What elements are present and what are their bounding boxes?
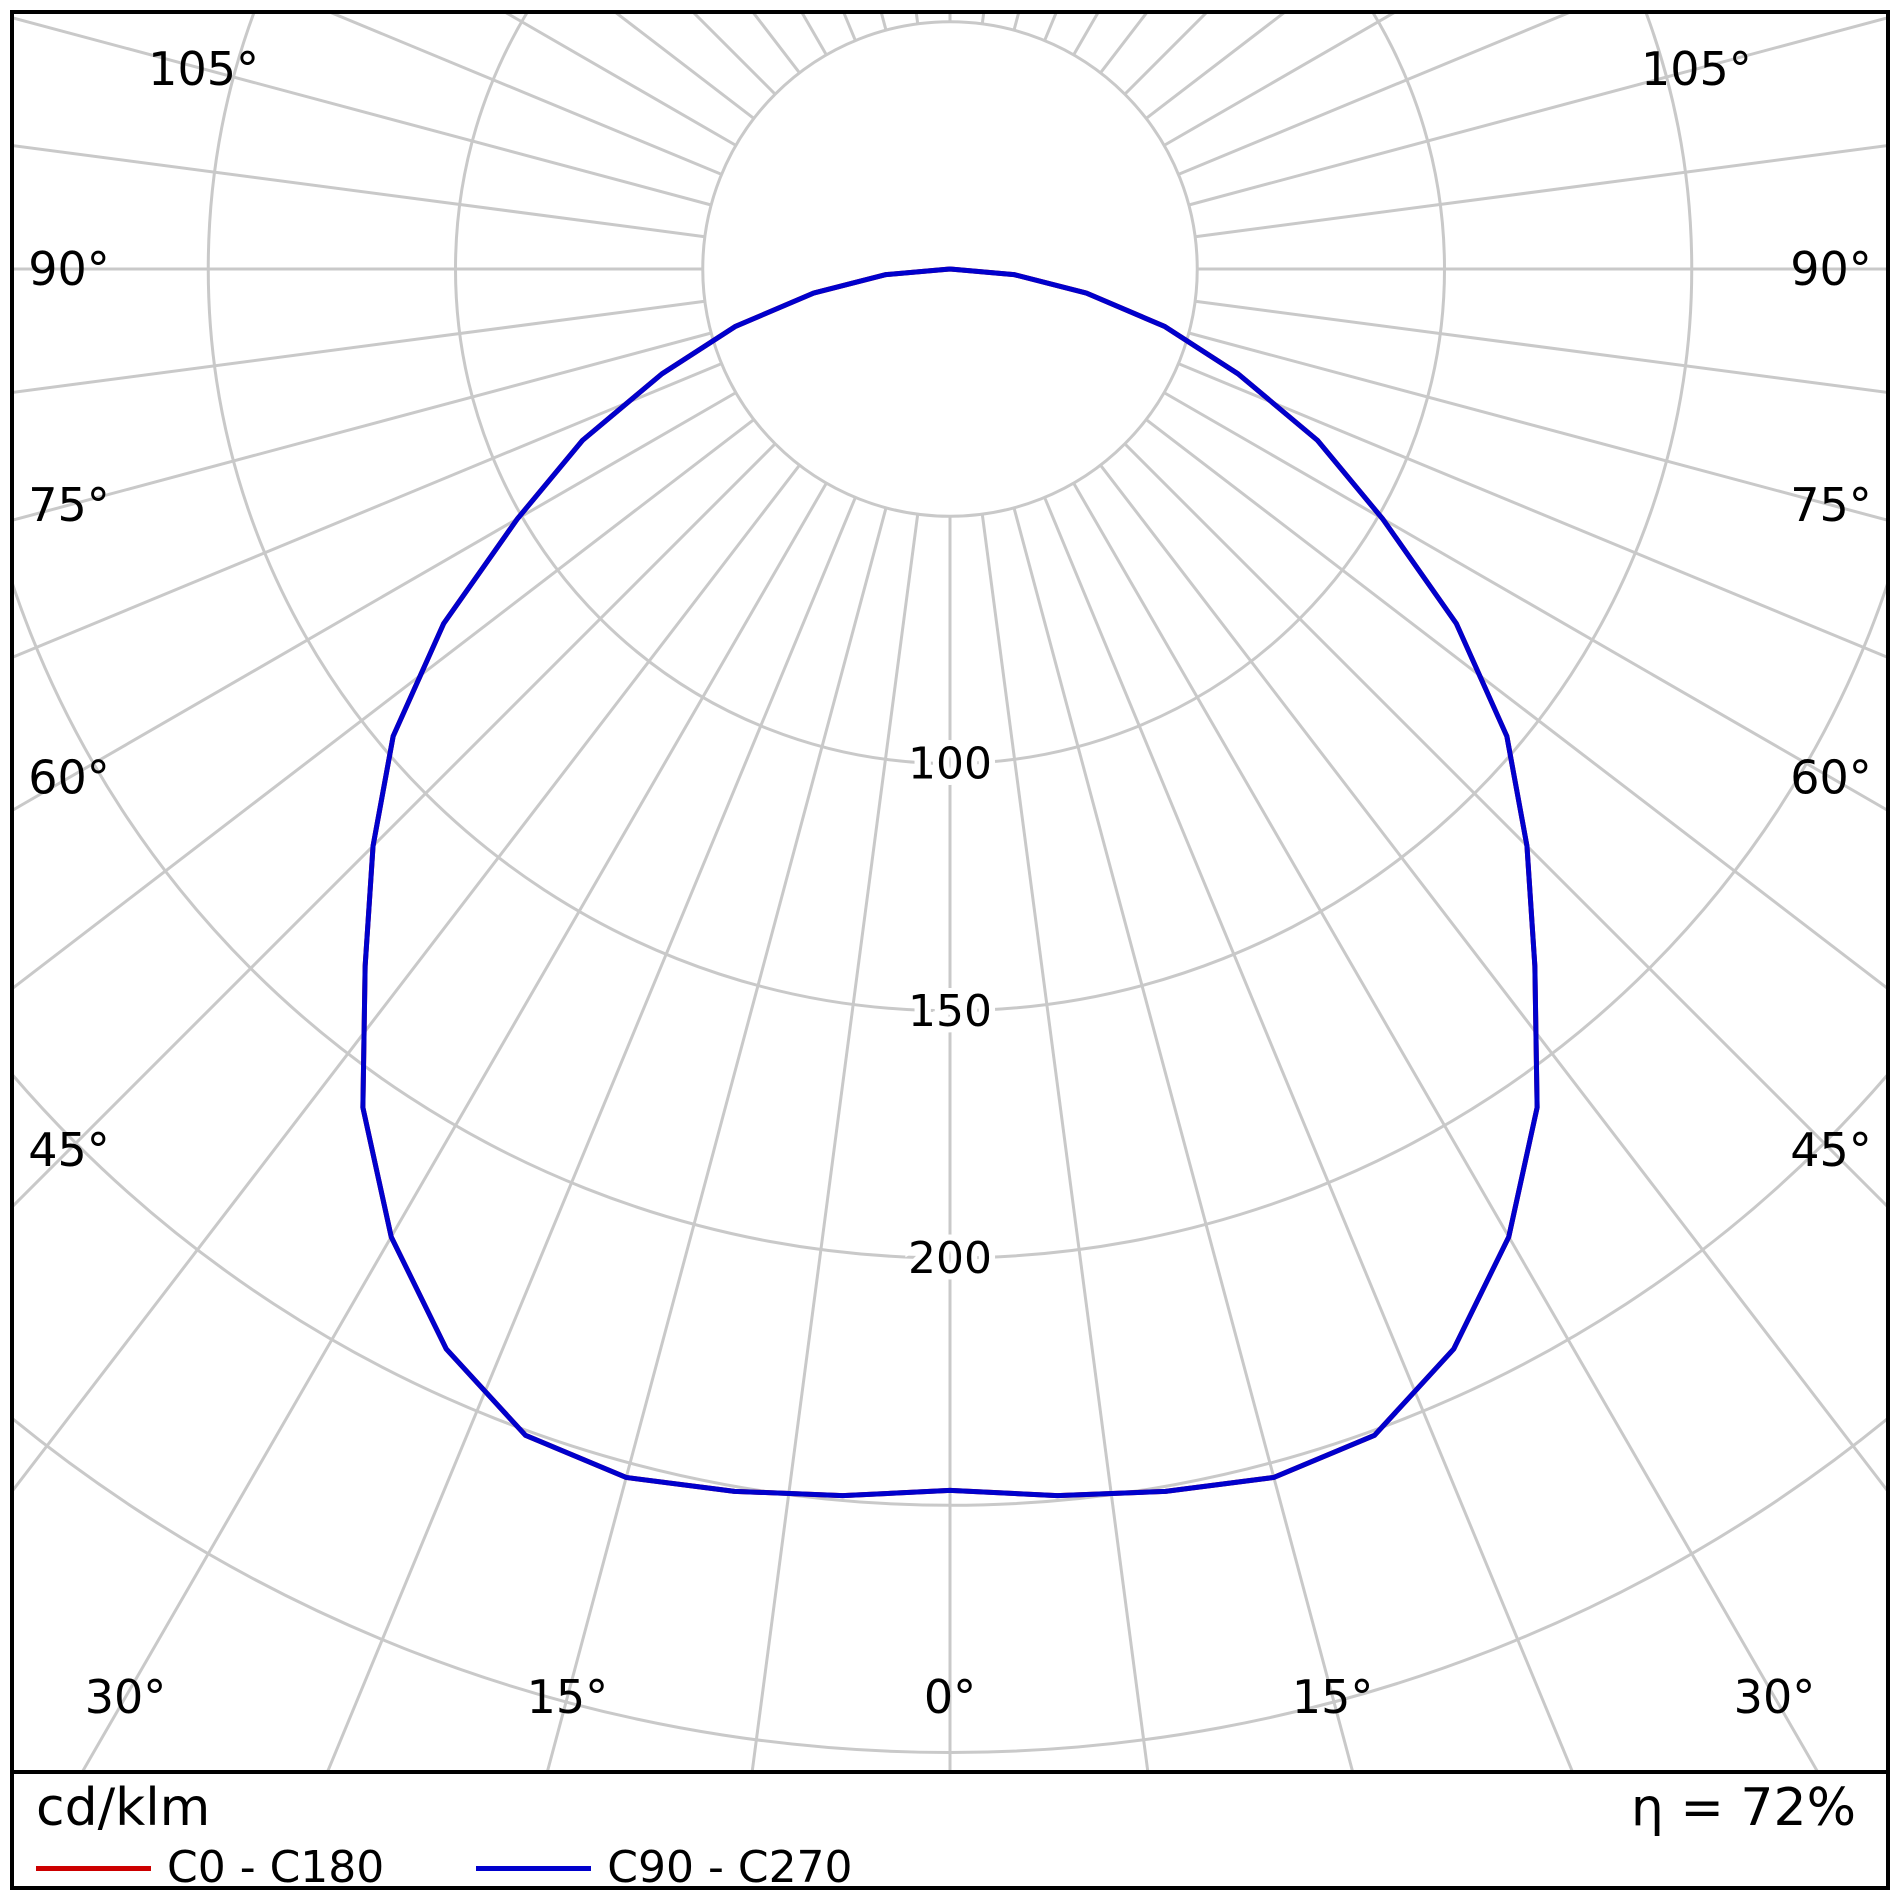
grid-ray (612, 12, 755, 120)
angle-label-75-right: 75° (1790, 478, 1872, 532)
legend-item-c0-c180: C0 - C180 (36, 1846, 384, 1890)
grid-ray (1194, 299, 1888, 395)
r-axis-label-100: 100 (908, 739, 992, 790)
grid-ray (12, 362, 723, 660)
chart-frame (10, 10, 1890, 1890)
grid-ray (1012, 12, 1021, 31)
grid-ray (1043, 496, 1575, 1772)
angle-label-105-left: 105° (148, 42, 259, 96)
legend-label-c0-c180: C0 - C180 (167, 1842, 385, 1893)
r-axis-label-150: 150 (908, 986, 992, 1037)
efficiency-label: η = 72% (1630, 1778, 1856, 1838)
intensity-curve-c90-c270 (360, 266, 1540, 1499)
grid-ray (1099, 464, 1888, 1494)
angle-label-15-right: 15° (1292, 1670, 1374, 1724)
grid-ray (980, 513, 1150, 1772)
unit-label: cd/klm (36, 1778, 211, 1838)
grid-ray (325, 496, 857, 1772)
grid-ray (12, 143, 706, 239)
legend-line-c0-c180 (36, 1865, 151, 1871)
grid-ray (1123, 442, 1888, 1210)
grid-ray (12, 331, 712, 522)
grid-ray (12, 16, 712, 207)
angle-label-45-left: 45° (28, 1123, 110, 1177)
grid-ray (1072, 482, 1820, 1772)
grid-ray (750, 513, 920, 1772)
angle-label-105-right: 105° (1641, 42, 1752, 96)
r-axis-label-200: 200 (908, 1233, 992, 1284)
legend-label-c90-c270: C90 - C270 (607, 1842, 853, 1893)
angle-label-45-right: 45° (1790, 1123, 1872, 1177)
legend-item-c90-c270: C90 - C270 (476, 1842, 853, 1893)
grid-ray (1177, 362, 1888, 660)
legend-line-c90-c270 (476, 1865, 592, 1871)
grid-ray (12, 418, 755, 991)
grid-ray (1145, 12, 1288, 120)
grid-ray (1163, 391, 1888, 813)
legend: C0 - C180 C90 - C270 (36, 1846, 853, 1890)
grid-ray (1177, 12, 1575, 176)
angle-label-60-right: 60° (1790, 751, 1872, 805)
angle-label-75-left: 75° (28, 478, 110, 532)
grid-ray (1188, 331, 1888, 522)
grid-ray (1012, 507, 1355, 1772)
grid-ray (12, 299, 706, 395)
grid-ray (12, 442, 777, 1210)
grid-ray (12, 391, 737, 813)
angle-label-60-left: 60° (28, 751, 110, 805)
grid-ray (80, 482, 828, 1772)
grid-ray (545, 507, 888, 1772)
angle-label-0: 0° (924, 1670, 976, 1724)
grid-ray (879, 12, 888, 31)
angle-label-90-right: 90° (1790, 242, 1872, 296)
angle-label-30-left: 30° (85, 1670, 167, 1724)
angle-label-90-left: 90° (28, 242, 110, 296)
grid-ray (1188, 16, 1888, 207)
angle-label-30-right: 30° (1734, 1670, 1816, 1724)
grid-ray (1194, 143, 1888, 239)
grid-ray (325, 12, 723, 176)
grid-ray (12, 464, 801, 1494)
grid-ray (1145, 418, 1888, 991)
angle-label-15-left: 15° (527, 1670, 609, 1724)
